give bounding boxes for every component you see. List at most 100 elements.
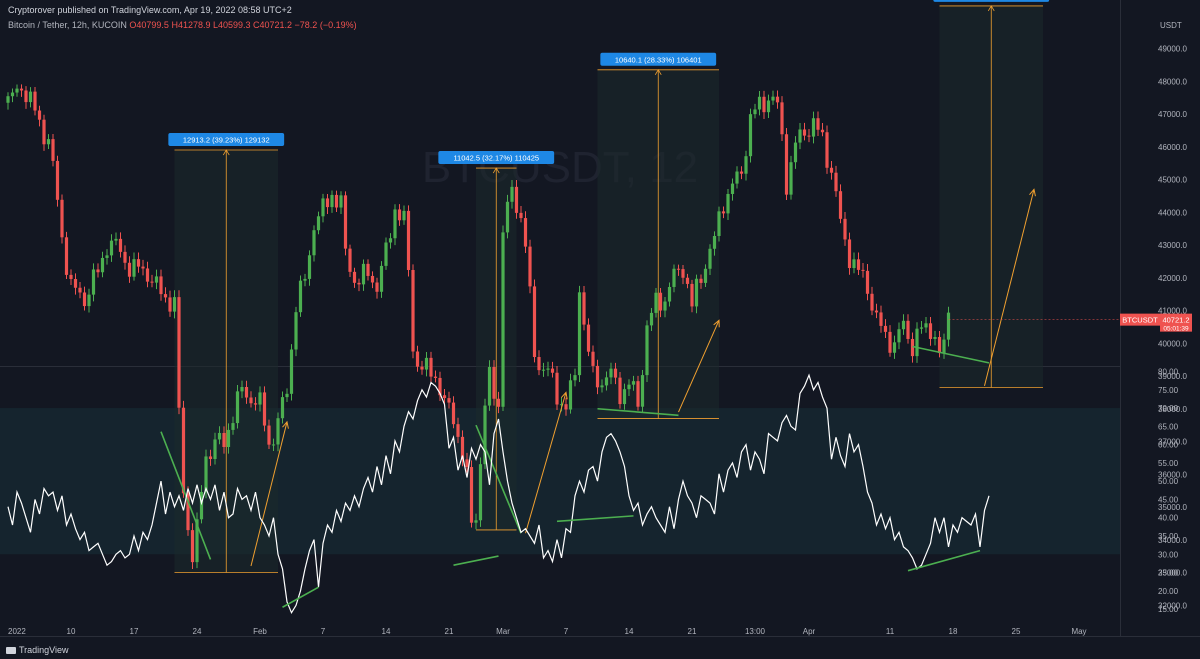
candle-body bbox=[514, 186, 519, 213]
candle-body bbox=[393, 209, 397, 239]
candle-body bbox=[892, 342, 897, 353]
candle-body bbox=[334, 194, 339, 208]
candle-body bbox=[15, 88, 19, 93]
candle-body bbox=[568, 380, 573, 410]
time-tick-label: Feb bbox=[253, 627, 267, 636]
candle-body bbox=[807, 135, 811, 137]
candle-body bbox=[487, 366, 492, 406]
time-tick-label: 14 bbox=[382, 627, 391, 636]
last-price-tag: BTCUSDT 40721.205:01:39 bbox=[1120, 313, 1192, 333]
divergence-line bbox=[475, 424, 522, 534]
candle-body bbox=[361, 263, 366, 285]
candle-body bbox=[195, 519, 199, 563]
price-tick-label: 46000.0 bbox=[1158, 143, 1187, 152]
candle-body bbox=[559, 404, 564, 406]
candle-body bbox=[339, 195, 343, 208]
candle-body bbox=[793, 142, 798, 163]
measure-arrowhead bbox=[222, 149, 230, 156]
candle-body bbox=[532, 286, 537, 358]
candle-body bbox=[105, 255, 109, 258]
candle-body bbox=[231, 423, 235, 430]
measure-label: 10640.1 (28.33%) 106401 bbox=[600, 52, 717, 66]
candle-body bbox=[186, 493, 190, 531]
candle-body bbox=[429, 357, 433, 377]
candle-body bbox=[217, 432, 222, 440]
price-tick-label: 41000.0 bbox=[1158, 307, 1187, 316]
rsi-line bbox=[7, 373, 990, 615]
candle-body bbox=[100, 257, 105, 273]
candle-body bbox=[91, 269, 96, 295]
candle-body bbox=[87, 294, 91, 307]
candle-body bbox=[942, 339, 946, 354]
candle-body bbox=[397, 209, 402, 221]
candle-body bbox=[294, 312, 298, 350]
candle-body bbox=[424, 357, 429, 370]
time-tick-label: 14 bbox=[625, 627, 634, 636]
candle-body bbox=[510, 186, 514, 202]
candle-body bbox=[447, 398, 451, 403]
candle-body bbox=[145, 268, 150, 282]
candle-body bbox=[744, 156, 748, 174]
candle-body bbox=[78, 287, 82, 293]
candle-body bbox=[546, 368, 550, 370]
divergence-line bbox=[912, 345, 990, 364]
candle-body bbox=[613, 368, 618, 378]
candle-body bbox=[114, 238, 118, 241]
candle-body bbox=[645, 325, 649, 376]
candle-body bbox=[411, 269, 415, 352]
price-tick-label: 39000.0 bbox=[1158, 372, 1187, 381]
candle-body bbox=[280, 397, 285, 419]
price-tick-label: 36000.0 bbox=[1158, 470, 1187, 479]
candle-body bbox=[415, 351, 420, 367]
candle-body bbox=[694, 278, 699, 307]
candle-body bbox=[33, 91, 37, 111]
candle-body bbox=[370, 275, 375, 283]
candle-body bbox=[222, 432, 226, 448]
candle-body bbox=[366, 263, 370, 276]
candle-body bbox=[483, 405, 487, 465]
candle-body bbox=[564, 404, 568, 410]
candle-body bbox=[24, 90, 28, 103]
candle-body bbox=[492, 366, 496, 399]
currency-label: USDT bbox=[1160, 21, 1182, 30]
candle-body bbox=[343, 195, 348, 249]
projection-arrowhead bbox=[282, 420, 289, 429]
candle-body bbox=[762, 96, 766, 113]
price-tick-label: 33000.0 bbox=[1158, 569, 1187, 578]
price-tag-bg bbox=[1160, 313, 1192, 332]
measure-arrowhead bbox=[987, 5, 995, 12]
candle-body bbox=[136, 259, 141, 267]
candle-body bbox=[141, 266, 145, 269]
price-tick-label: 44000.0 bbox=[1158, 208, 1187, 217]
candle-body bbox=[604, 377, 609, 386]
candle-body bbox=[64, 237, 69, 275]
projection-arrow bbox=[984, 189, 1035, 386]
rsi-tick-label: 55.00 bbox=[1158, 459, 1179, 468]
candle-body bbox=[717, 211, 721, 236]
price-tag-value: 40721.2 bbox=[1162, 316, 1189, 325]
candle-body bbox=[690, 283, 694, 307]
rsi-tick-label: 40.00 bbox=[1158, 514, 1179, 523]
candle-body bbox=[262, 392, 267, 426]
tradingview-logo[interactable]: TradingView bbox=[6, 645, 69, 655]
candle-body bbox=[469, 467, 474, 523]
candle-body bbox=[631, 381, 636, 385]
time-tick-label: 11 bbox=[886, 627, 895, 636]
rsi-tick-label: 45.00 bbox=[1158, 495, 1179, 504]
candle-body bbox=[249, 397, 253, 404]
candle-body bbox=[127, 262, 132, 277]
measure-label-text: 12913.2 (39.23%) 129132 bbox=[183, 136, 270, 145]
candle-body bbox=[330, 194, 334, 208]
candle-body bbox=[181, 407, 186, 494]
candle-body bbox=[928, 323, 933, 339]
rsi-tick-label: 70.00 bbox=[1158, 404, 1179, 413]
candle-body bbox=[541, 369, 546, 371]
candle-body bbox=[933, 337, 937, 339]
rsi-divergence-line bbox=[907, 549, 981, 572]
time-tick-label: 18 bbox=[949, 627, 958, 636]
price-tick-label: 35000.0 bbox=[1158, 503, 1187, 512]
measure-label-bg bbox=[600, 52, 717, 66]
symbol-tag-bg bbox=[1120, 313, 1160, 326]
candle-body bbox=[303, 278, 307, 281]
